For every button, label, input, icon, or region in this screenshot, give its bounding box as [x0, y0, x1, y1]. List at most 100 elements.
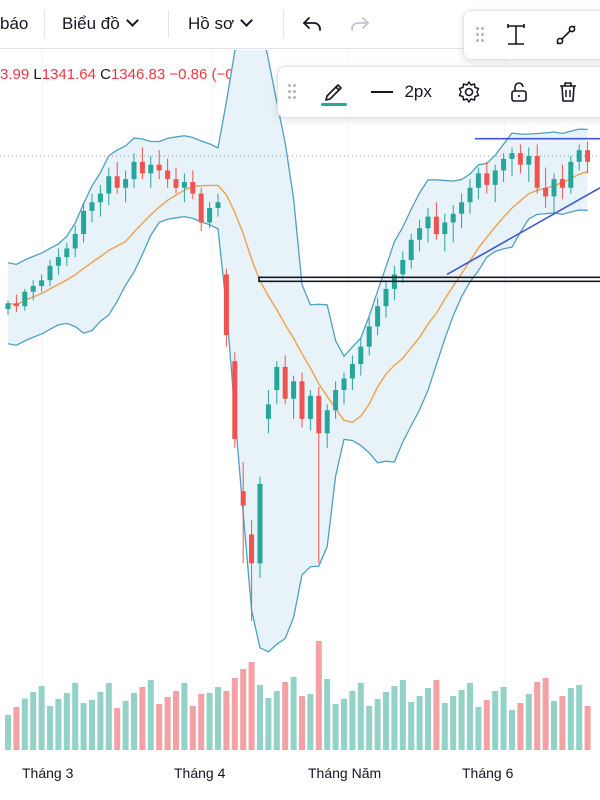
volume-bar — [383, 692, 389, 750]
candle-body — [576, 150, 582, 162]
candle-body — [5, 303, 11, 310]
ohlc-close-value: 1346.83 — [110, 66, 166, 83]
volume-bar — [374, 699, 381, 750]
ohlc-low-label: L — [33, 66, 42, 83]
candle-body — [156, 164, 162, 171]
volume-bar — [315, 641, 322, 750]
candle-body — [173, 179, 179, 188]
volume-bar — [47, 706, 53, 750]
volume-bar — [324, 679, 331, 750]
toolbar-divider — [283, 10, 284, 38]
bollinger-band-fill — [8, 50, 588, 652]
volume-bar — [584, 706, 591, 750]
candle-body — [81, 210, 87, 234]
candle-body — [232, 361, 238, 440]
profile-menu-button[interactable]: Hồ sơ — [188, 10, 253, 38]
drag-handle-icon[interactable] — [476, 27, 484, 43]
unlock-icon — [511, 82, 527, 102]
volume-bar — [273, 691, 280, 750]
trend-line-icon — [556, 25, 576, 45]
line-width-icon — [371, 91, 393, 93]
candle-body — [559, 179, 565, 188]
volume-bar — [492, 691, 499, 750]
volume-bar — [458, 690, 465, 750]
volume-bar — [567, 688, 574, 750]
volume-bar — [139, 687, 146, 750]
candle-body — [22, 291, 28, 307]
volume-bar — [38, 686, 45, 750]
volume-bar — [248, 662, 255, 750]
volume-bar — [433, 680, 440, 750]
volume-bar — [257, 685, 263, 750]
candle-body — [492, 170, 498, 185]
volume-bar — [173, 691, 179, 750]
settings-button[interactable] — [456, 79, 482, 110]
volume-bar — [223, 691, 230, 750]
line-width-button[interactable]: 2px — [370, 80, 432, 104]
text-cursor-tool-button[interactable] — [502, 21, 530, 54]
candle-body — [291, 381, 297, 399]
ohlc-low-value: 1341.64 — [41, 66, 96, 83]
rising-trend-line — [446, 187, 600, 276]
volume-bar — [181, 683, 188, 750]
volume-bar — [509, 710, 515, 750]
alerts-button[interactable]: báo — [0, 10, 28, 38]
volume-bar — [63, 693, 70, 750]
volume-bar — [349, 691, 356, 750]
volume-bar — [80, 703, 87, 750]
candle-body — [55, 257, 61, 266]
volume-bar — [450, 696, 457, 750]
candle-body — [64, 248, 70, 258]
lock-button[interactable] — [506, 79, 532, 110]
candle-body — [551, 179, 557, 197]
x-axis-label: Tháng 3 — [22, 765, 74, 781]
candle-body — [223, 274, 229, 336]
volume-bar — [341, 699, 347, 750]
drawing-tools-panel — [463, 10, 600, 60]
candle-body — [72, 234, 78, 249]
candle-body — [509, 153, 515, 159]
price-chart[interactable] — [0, 50, 600, 760]
candle-body — [316, 395, 322, 434]
chart-menu-label: Biểu đồ — [62, 14, 120, 33]
trend-line-tool-button[interactable] — [552, 21, 580, 54]
volume-bar — [576, 685, 583, 750]
volume-bar — [534, 682, 541, 750]
settings-icon — [458, 81, 480, 103]
candle-body — [148, 164, 154, 174]
ohlc-legend: 3.99 L1341.64 C1346.83 −0.86 (−0. — [0, 66, 238, 83]
delete-button[interactable] — [555, 79, 581, 110]
x-axis-label: Tháng 6 — [462, 765, 514, 781]
candle-body — [190, 182, 196, 194]
candle-body — [433, 216, 439, 234]
line-properties-toolbar: 2px — [277, 66, 600, 118]
line-color-button[interactable] — [318, 76, 350, 113]
volume-bar — [483, 700, 490, 750]
candle-body — [139, 161, 145, 174]
x-axis-label: Tháng 4 — [174, 765, 226, 781]
profile-menu-label: Hồ sơ — [188, 14, 235, 33]
candle-body — [274, 366, 280, 390]
volume-bar — [147, 680, 154, 750]
candle-body — [417, 228, 423, 240]
volume-bar — [114, 708, 121, 750]
undo-button[interactable] — [300, 12, 324, 41]
volume-bar — [416, 696, 423, 750]
volume-bar — [240, 669, 247, 750]
chevron-down-icon — [240, 14, 253, 27]
chart-menu-button[interactable]: Biểu đồ — [62, 10, 139, 38]
volume-bar — [425, 688, 431, 750]
volume-bar — [231, 678, 238, 750]
candle-body — [442, 222, 448, 234]
volume-bar — [332, 704, 339, 750]
drag-handle-icon[interactable] — [288, 84, 296, 100]
pencil-icon — [321, 84, 347, 106]
volume-bar — [475, 707, 482, 750]
volume-bar — [500, 687, 507, 750]
volume-bar — [21, 698, 28, 750]
volume-bar — [525, 694, 532, 750]
volume-bar — [97, 692, 104, 750]
redo-button[interactable] — [348, 12, 372, 41]
candle-body — [450, 213, 456, 223]
volume-bar — [122, 701, 129, 750]
